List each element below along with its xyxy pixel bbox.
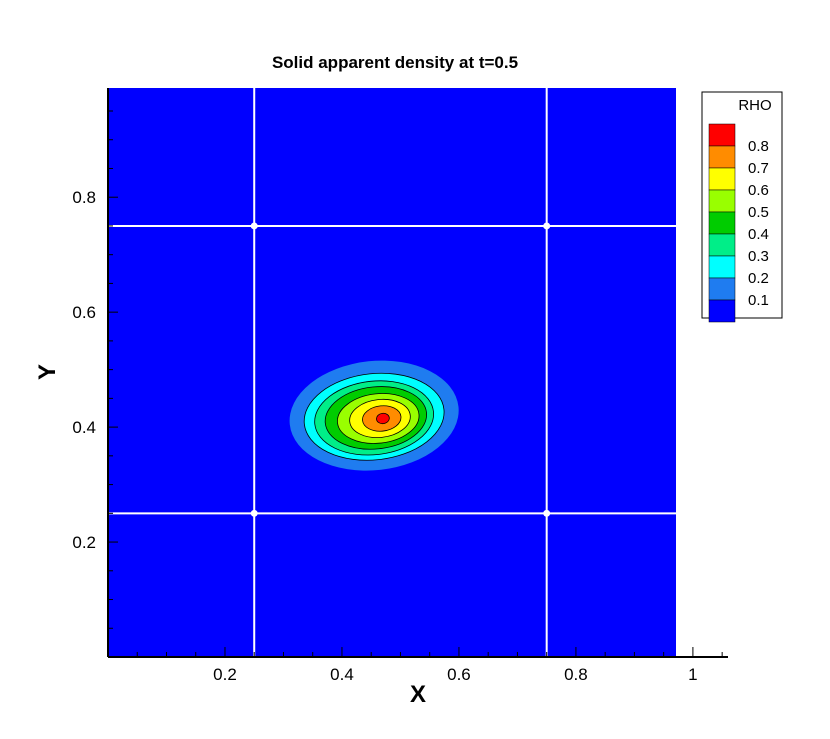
legend-swatch bbox=[708, 167, 736, 191]
legend-label: 0.7 bbox=[748, 160, 769, 177]
legend-swatch bbox=[708, 145, 736, 169]
y-tick-label: 0.8 bbox=[72, 188, 96, 207]
x-tick-label: 0.6 bbox=[447, 665, 471, 684]
legend-label: 0.8 bbox=[748, 138, 769, 155]
legend: RHO 0.8 0.7 0.6 0.5 0.4 0.3 0.2 0.1 bbox=[701, 91, 783, 323]
x-tick-label: 0.8 bbox=[564, 665, 588, 684]
x-axis-title: X bbox=[410, 681, 426, 708]
legend-swatch bbox=[708, 189, 736, 213]
legend-label: 0.4 bbox=[748, 226, 769, 243]
legend-swatch bbox=[708, 233, 736, 257]
plot-area bbox=[108, 88, 676, 657]
x-tick-label: 0.4 bbox=[330, 665, 354, 684]
axes: 0.2 0.4 0.6 0.8 1 0.2 0.4 0.6 0.8 bbox=[72, 88, 728, 684]
legend-swatch bbox=[708, 123, 736, 147]
grid-intersection bbox=[543, 222, 551, 230]
y-tick-label: 0.4 bbox=[72, 418, 96, 437]
contour-level-0.8 bbox=[376, 412, 390, 425]
legend-swatch bbox=[708, 277, 736, 301]
legend-swatch bbox=[708, 211, 736, 235]
legend-label: 0.2 bbox=[748, 270, 769, 287]
y-axis-title: Y bbox=[34, 364, 61, 380]
grid-intersection bbox=[250, 509, 258, 517]
x-tick-label: 1 bbox=[688, 665, 697, 684]
legend-swatch bbox=[708, 299, 736, 323]
legend-title: RHO bbox=[738, 97, 771, 114]
chart-title: Solid apparent density at t=0.5 bbox=[272, 53, 518, 72]
y-tick-label: 0.2 bbox=[72, 533, 96, 552]
y-tick-label: 0.6 bbox=[72, 303, 96, 322]
legend-swatch bbox=[708, 255, 736, 279]
grid-intersection bbox=[250, 222, 258, 230]
legend-label: 0.6 bbox=[748, 182, 769, 199]
x-tick-label: 0.2 bbox=[213, 665, 237, 684]
legend-label: 0.5 bbox=[748, 204, 769, 221]
grid-intersection bbox=[543, 509, 551, 517]
legend-label: 0.1 bbox=[748, 292, 769, 309]
legend-label: 0.3 bbox=[748, 248, 769, 265]
